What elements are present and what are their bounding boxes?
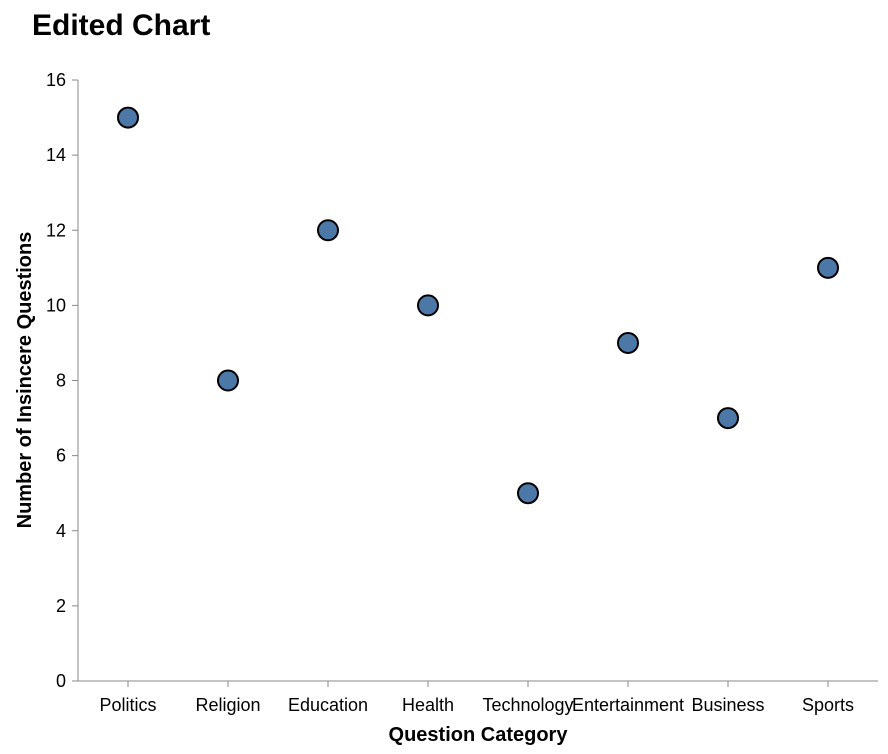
y-tick-label: 6	[56, 446, 66, 466]
x-axis: Politics Religion Education Health Technolog…	[78, 680, 878, 715]
y-axis-title: Number of Insincere Questions	[14, 232, 36, 529]
data-points	[117, 106, 839, 505]
data-point	[717, 407, 739, 430]
data-point	[217, 369, 239, 392]
x-ticks: Politics Religion Education Health Technolog…	[99, 681, 854, 715]
x-tick-label: Religion	[195, 695, 260, 715]
y-tick-label: 12	[46, 220, 66, 240]
x-tick-label: Health	[402, 695, 454, 715]
y-tick-label: 10	[46, 295, 66, 315]
chart-title: Edited Chart	[32, 9, 210, 42]
data-point	[417, 294, 439, 317]
x-tick-label: Technology	[482, 695, 573, 715]
x-tick-label: Politics	[99, 695, 156, 715]
x-tick-label: Education	[288, 695, 368, 715]
data-point	[517, 482, 539, 505]
y-tick-label: 2	[56, 596, 66, 616]
x-axis-title: Question Category	[389, 724, 569, 746]
data-point	[117, 106, 139, 129]
data-point	[617, 331, 639, 354]
y-tick-label: 8	[56, 371, 66, 391]
x-tick-label: Business	[691, 695, 764, 715]
y-ticks: 0 2 4 6 8 10 12 14 16	[46, 70, 78, 691]
x-tick-label: Entertainment	[572, 695, 684, 715]
data-point	[317, 219, 339, 242]
y-tick-label: 4	[56, 521, 66, 541]
y-tick-label: 16	[46, 70, 66, 90]
x-tick-label: Sports	[802, 695, 854, 715]
data-point	[817, 256, 839, 279]
y-tick-label: 0	[56, 671, 66, 691]
y-tick-label: 14	[46, 145, 66, 165]
y-axis: 0 2 4 6 8 10 12 14 16	[46, 70, 79, 691]
